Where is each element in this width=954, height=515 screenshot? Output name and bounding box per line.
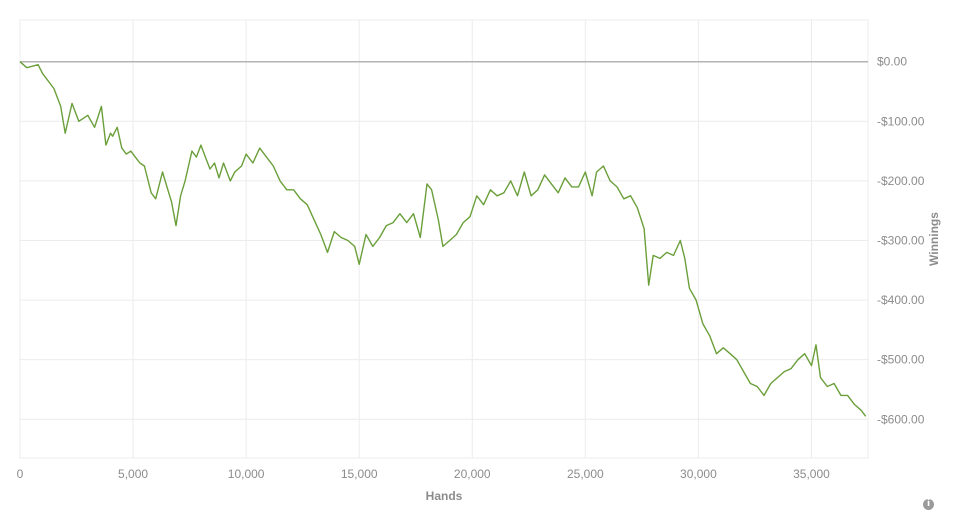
plot-frame	[19, 19, 869, 459]
series-group	[19, 61, 867, 417]
y-axis-title: Winnings	[927, 212, 941, 266]
x-tick-label: 25,000	[567, 467, 604, 481]
y-tick-label: -$200.00	[877, 174, 925, 188]
y-tick-label: -$600.00	[877, 412, 925, 426]
grid	[19, 19, 869, 459]
y-tick-label: $0.00	[877, 55, 907, 69]
y-tick-label: -$500.00	[877, 353, 925, 367]
winnings-line	[19, 61, 867, 417]
x-tick-label: 5,000	[118, 467, 148, 481]
x-tick-label: 15,000	[341, 467, 378, 481]
x-axis-title: Hands	[426, 489, 463, 503]
y-tick-label: -$100.00	[877, 114, 925, 128]
x-tick-label: 0	[17, 467, 24, 481]
x-tick-label: 35,000	[793, 467, 830, 481]
y-axis-ticks: $0.00 -$100.00 -$200.00 -$300.00 -$400.00 -$5…	[877, 55, 925, 427]
x-tick-label: 30,000	[680, 467, 717, 481]
x-axis-ticks: 0 5,000 10,000 15,000 20,000 25,000 30,000 35,0…	[17, 467, 830, 481]
info-icon[interactable]: i	[923, 499, 934, 510]
y-tick-label: -$300.00	[877, 233, 925, 247]
x-tick-label: 20,000	[454, 467, 491, 481]
x-tick-label: 10,000	[228, 467, 265, 481]
y-tick-label: -$400.00	[877, 293, 925, 307]
